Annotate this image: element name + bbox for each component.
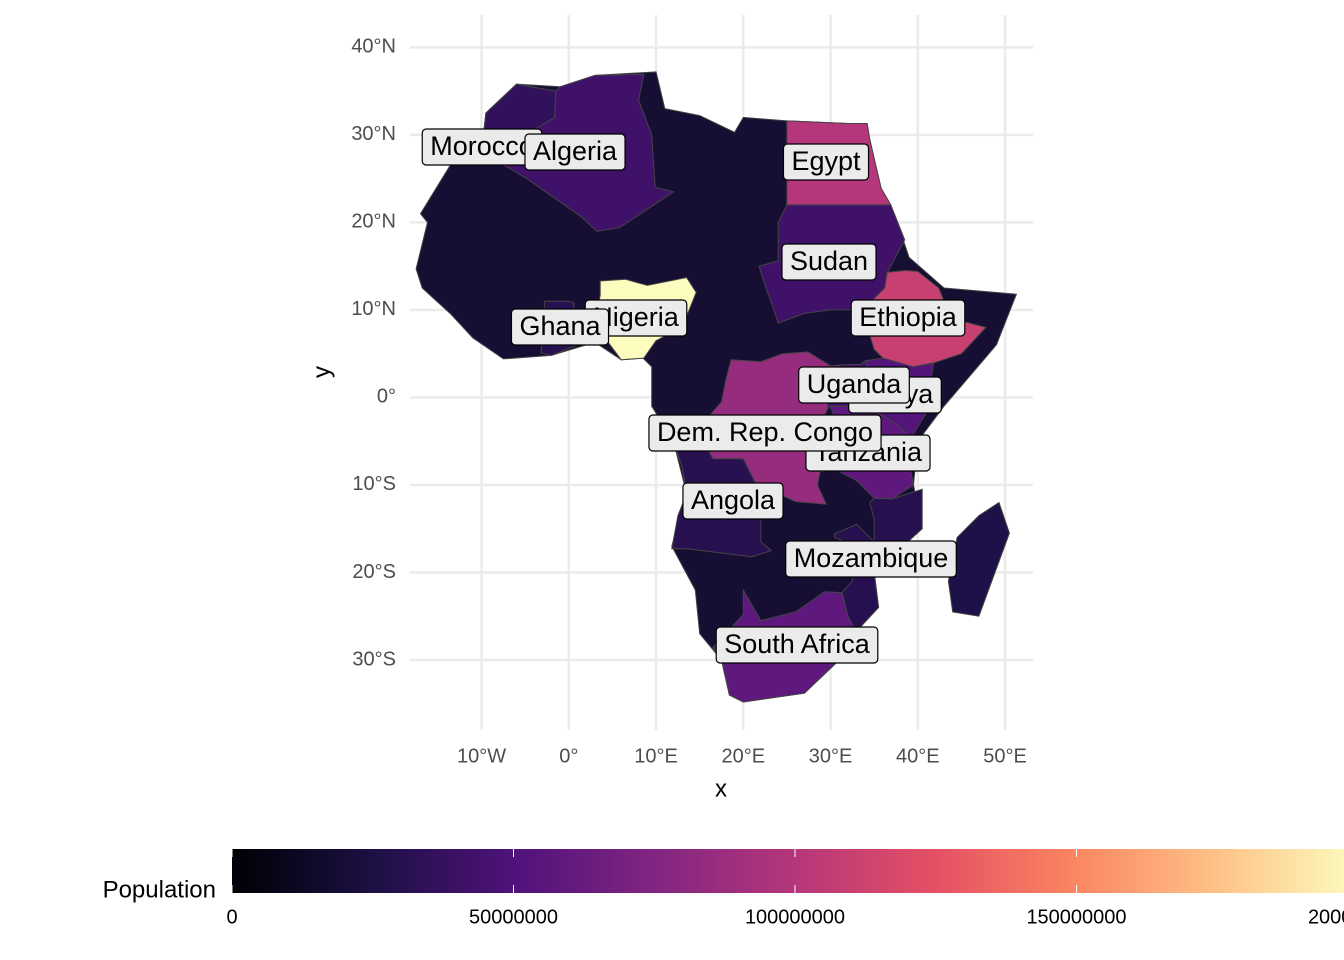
country-label-group: Ghana — [510, 308, 610, 346]
label-box — [785, 540, 957, 578]
label-box — [850, 299, 966, 337]
country-label-group: Sudan — [781, 243, 877, 281]
country-label: Dem. Rep. Congo — [657, 417, 873, 447]
country-label-group: Dem. Rep. Congo — [648, 414, 882, 452]
label-box — [782, 143, 870, 181]
x-tick-label: 30°E — [809, 745, 853, 767]
country-label: Angola — [691, 485, 776, 515]
colorbar — [232, 849, 1344, 893]
country-label: Ethiopia — [859, 302, 958, 332]
country-label-group: Egypt — [782, 143, 870, 181]
y-axis-title: y — [308, 366, 335, 378]
x-axis-title: x — [715, 775, 727, 802]
country-label: South Africa — [724, 629, 871, 659]
y-tick-label: 20°S — [352, 561, 396, 583]
y-tick-label: 40°N — [351, 36, 396, 58]
legend-tick-label: 100000000 — [745, 906, 845, 928]
y-tick-label: 10°S — [352, 473, 396, 495]
y-tick-label: 0° — [377, 386, 396, 408]
label-box — [524, 133, 626, 171]
label-box — [715, 626, 879, 664]
legend: Population 0 50000000 100000000 150000000 20… — [103, 849, 1344, 928]
country-label: Uganda — [807, 369, 903, 399]
x-tick-label: 10°W — [457, 745, 506, 767]
legend-tick-label: 150000000 — [1026, 906, 1126, 928]
country-label-group: South Africa — [715, 626, 879, 664]
label-box — [648, 414, 882, 452]
country-label: Morocco — [430, 131, 534, 161]
island — [947, 501, 1010, 617]
label-box — [510, 308, 610, 346]
x-tick-label: 10°E — [634, 745, 678, 767]
x-tick-label: 50°E — [983, 745, 1027, 767]
country-label-group: Angola — [682, 482, 784, 520]
country-label-group: Ethiopia — [850, 299, 966, 337]
country-label: Algeria — [533, 136, 618, 166]
country-label-group: Tanzania — [805, 434, 931, 472]
y-tick-label: 10°N — [351, 298, 396, 320]
legend-tick-label: 200000000 — [1308, 906, 1344, 928]
country-label: Egypt — [791, 146, 861, 176]
x-tick-label: 20°E — [722, 745, 766, 767]
country-label-group: Algeria — [524, 133, 626, 171]
legend-title: Population — [103, 876, 216, 903]
label-box — [798, 366, 910, 404]
y-tick-label: 30°S — [352, 648, 396, 670]
legend-tick-label: 0 — [226, 906, 237, 928]
country-label: Ghana — [519, 311, 601, 341]
country-label-group: Mozambique — [785, 540, 957, 578]
label-box — [682, 482, 784, 520]
x-tick-label: 40°E — [896, 745, 940, 767]
y-tick-label: 20°N — [351, 211, 396, 233]
country-label-group: Morocco — [421, 128, 543, 166]
axes: x y 10°W 0° 10°E 20°E 30°E 40°E 50°E 40°N 30°N 20… — [308, 36, 1027, 803]
y-tick-label: 30°N — [351, 123, 396, 145]
legend-tick-label: 50000000 — [469, 906, 558, 928]
country-label-group: Uganda — [798, 366, 910, 404]
x-tick-label: 0° — [559, 745, 578, 767]
label-box — [781, 243, 877, 281]
country-label: Mozambique — [794, 543, 949, 573]
country-label: Sudan — [790, 246, 868, 276]
